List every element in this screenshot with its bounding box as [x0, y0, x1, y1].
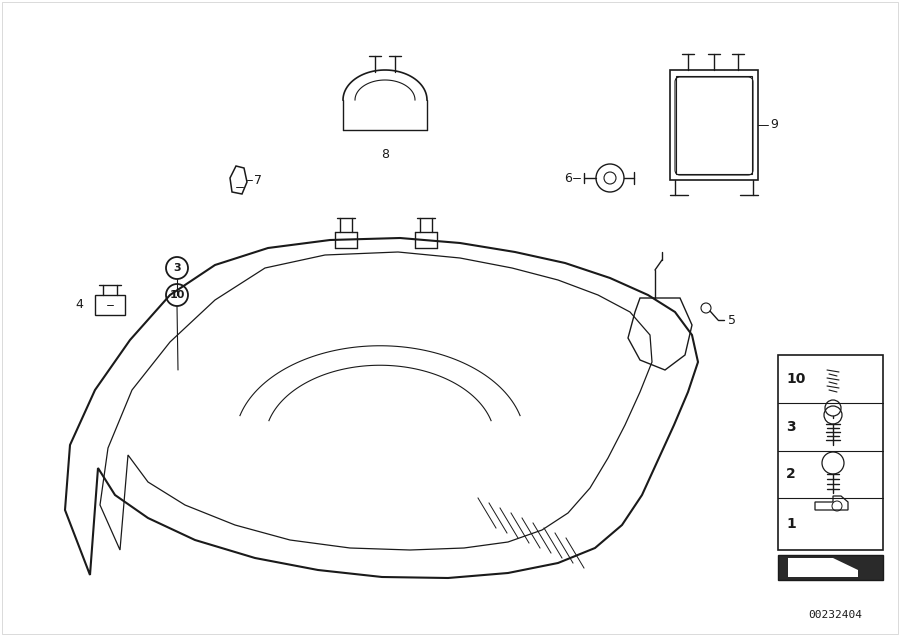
Polygon shape: [788, 558, 858, 577]
Text: 10: 10: [169, 290, 184, 300]
Text: 7: 7: [254, 174, 262, 186]
Text: 9: 9: [770, 118, 778, 132]
Text: 4: 4: [75, 298, 83, 312]
Text: 2: 2: [786, 467, 796, 481]
Text: 8: 8: [381, 148, 389, 162]
Text: 3: 3: [173, 263, 181, 273]
Text: 10: 10: [786, 372, 806, 386]
Text: 5: 5: [728, 314, 736, 326]
Text: 00232404: 00232404: [808, 610, 862, 620]
Polygon shape: [778, 555, 883, 580]
Text: 3: 3: [786, 420, 796, 434]
Text: 1: 1: [786, 517, 796, 531]
Text: 6: 6: [564, 172, 572, 184]
